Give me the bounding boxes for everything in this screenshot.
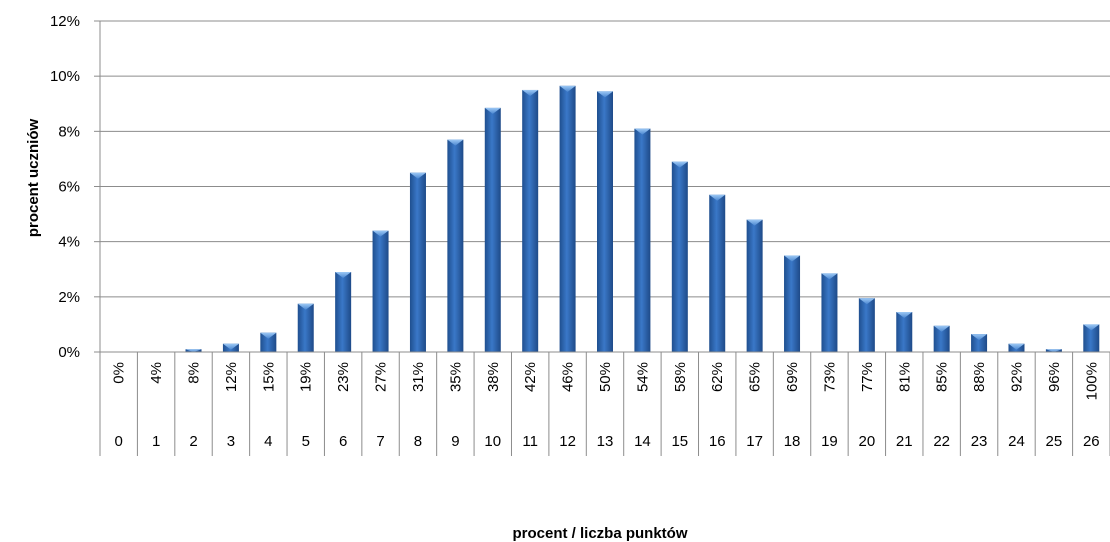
y-axis-title: procent uczniów	[25, 119, 42, 238]
x-tick-label-percent: 69%	[784, 362, 801, 392]
bar	[634, 128, 651, 352]
bar	[447, 139, 464, 352]
axes	[94, 20, 1110, 456]
y-tick-label: 8%	[58, 123, 80, 140]
x-tick-label-points: 4	[264, 433, 272, 450]
bar	[222, 343, 239, 352]
x-tick-label-points: 14	[634, 433, 651, 450]
x-tick-label-percent: 92%	[1008, 362, 1025, 392]
x-tick-label-percent: 65%	[747, 362, 764, 392]
y-tick-label: 10%	[50, 68, 80, 85]
bar	[1045, 349, 1062, 352]
x-tick-label-points: 3	[227, 433, 235, 450]
x-tick-label-points: 9	[451, 433, 459, 450]
x-tick-label-points: 25	[1046, 433, 1063, 450]
x-tick-label-percent: 50%	[597, 362, 614, 392]
x-tick-label-percent: 8%	[186, 362, 203, 384]
x-tick-label-percent: 23%	[335, 362, 352, 392]
bars	[185, 85, 1100, 353]
bar	[1008, 343, 1025, 352]
x-tick-label-points: 2	[189, 433, 197, 450]
x-tick-label-percent: 62%	[709, 362, 726, 392]
x-tick-label-percent: 15%	[260, 362, 277, 392]
y-tick-label: 0%	[58, 344, 80, 361]
bar	[821, 273, 838, 352]
bar	[559, 85, 576, 352]
y-tick-label: 4%	[58, 234, 80, 251]
bar	[260, 332, 277, 352]
x-tick-label-percent: 19%	[298, 362, 315, 392]
bar	[896, 312, 913, 352]
bar	[671, 161, 688, 352]
x-tick-label-percent: 35%	[447, 362, 464, 392]
x-tick-label-percent: 27%	[373, 362, 390, 392]
x-tick-label-percent: 58%	[672, 362, 689, 392]
x-tick-label-points: 0	[115, 433, 123, 450]
bar	[484, 107, 501, 352]
x-tick-label-percent: 54%	[634, 362, 651, 392]
bar	[746, 219, 763, 352]
bar	[709, 194, 726, 352]
x-tick-label-percent: 4%	[148, 362, 165, 384]
bar	[858, 298, 875, 352]
bar	[372, 230, 389, 352]
bar	[971, 334, 988, 352]
x-tick-label-points: 19	[821, 433, 838, 450]
x-tick-label-percent: 46%	[560, 362, 577, 392]
x-tick-label-percent: 73%	[821, 362, 838, 392]
x-tick-label-percent: 77%	[859, 362, 876, 392]
bar	[185, 349, 202, 352]
x-tick-label-points: 24	[1008, 433, 1025, 450]
x-tick-label-points: 17	[746, 433, 763, 450]
x-tick-label-points: 8	[414, 433, 422, 450]
x-tick-label-points: 6	[339, 433, 347, 450]
y-tick-label: 12%	[50, 13, 80, 30]
x-tick-label-percent: 0%	[111, 362, 128, 384]
x-tick-label-points: 13	[597, 433, 614, 450]
x-tick-label-points: 22	[933, 433, 950, 450]
x-tick-label-percent: 96%	[1046, 362, 1063, 392]
bar	[597, 91, 613, 353]
x-tick-label-points: 1	[152, 433, 160, 450]
x-tick-label-points: 5	[302, 433, 310, 450]
x-tick-label-points: 23	[971, 433, 988, 450]
x-tick-label-percent: 42%	[522, 362, 539, 392]
bar	[1083, 324, 1100, 352]
bar	[409, 172, 426, 352]
y-tick-label: 2%	[58, 289, 80, 306]
x-tick-label-points: 10	[484, 433, 501, 450]
x-tick-label-percent: 81%	[896, 362, 913, 392]
x-tick-label-points: 7	[376, 433, 384, 450]
bar	[297, 303, 314, 352]
x-tick-label-points: 12	[559, 433, 576, 450]
x-tick-label-points: 18	[784, 433, 801, 450]
x-tick-label-points: 16	[709, 433, 726, 450]
bar	[933, 325, 950, 352]
x-axis-labels: 0% 4% 8% 12% 15% 19% 23% 27% 31% 35% 38% 42% 46% 50% 5…	[111, 362, 1101, 450]
x-tick-label-points: 11	[522, 433, 538, 450]
y-tick-label: 6%	[58, 179, 80, 196]
x-tick-label-percent: 38%	[485, 362, 502, 392]
x-tick-label-points: 20	[859, 433, 876, 450]
x-tick-label-percent: 88%	[971, 362, 988, 392]
x-tick-label-points: 26	[1083, 433, 1100, 450]
x-tick-label-percent: 31%	[410, 362, 427, 392]
x-tick-label-points: 21	[896, 433, 913, 450]
bar	[784, 255, 801, 352]
bar	[335, 272, 352, 352]
bar	[522, 89, 539, 352]
x-tick-label-percent: 100%	[1083, 362, 1100, 400]
x-axis-title: procent / liczba punktów	[512, 525, 687, 542]
x-tick-label-percent: 85%	[934, 362, 951, 392]
y-axis-tick-labels: 0% 2% 4% 6% 8% 10% 12%	[50, 13, 80, 361]
x-tick-label-points: 15	[671, 433, 688, 450]
x-tick-label-percent: 12%	[223, 362, 240, 392]
